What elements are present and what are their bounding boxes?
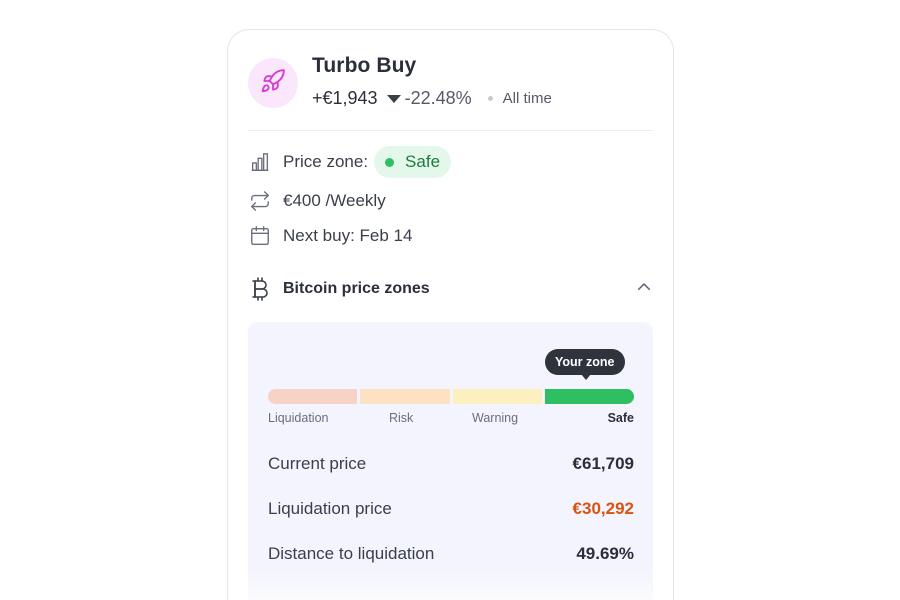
metric-label: Liquidation price — [268, 499, 392, 518]
zone-label-risk: Risk — [389, 411, 414, 425]
metric-value: €61,709 — [572, 454, 634, 473]
recurring-row: €400 /Weekly — [248, 189, 386, 213]
plan-header: Turbo Buy +€1,943 -22.48% All time — [248, 50, 653, 130]
metric-label: Distance to liquidation — [268, 544, 435, 563]
status-dot — [385, 157, 395, 167]
your-zone-tooltip: Your zone — [545, 349, 625, 380]
change-percent: -22.48% — [404, 88, 472, 108]
rocket-icon — [260, 68, 286, 99]
zone-label-warning: Warning — [472, 411, 519, 425]
zone-bar — [268, 389, 634, 404]
chevron-up-icon[interactable] — [635, 278, 653, 301]
next-buy-date: Next buy: Feb 14 — [283, 226, 413, 245]
section-title: Bitcoin price zones — [283, 280, 430, 297]
period-label: All time — [502, 90, 552, 107]
price-zone-label: Price zone: — [283, 152, 369, 171]
price-zones-panel: Your zone Liquidation Risk Warning Safe … — [248, 322, 653, 600]
price-zones-toggle[interactable]: Bitcoin price zones — [248, 276, 653, 302]
plan-stats: +€1,943 -22.48% All time — [312, 88, 552, 109]
turbo-buy-card: Turbo Buy +€1,943 -22.48% All time Price… — [227, 29, 674, 600]
calendar-icon — [248, 224, 272, 248]
zone-labels: Liquidation Risk Warning Safe — [268, 411, 634, 427]
metric-value: 49.69% — [576, 544, 634, 563]
metric-row-liquidation-price: Liquidation price €30,292 — [268, 499, 634, 519]
profit-value: +€1,943 — [312, 88, 378, 108]
price-zone-row: Price zone: Safe — [248, 146, 452, 178]
safe-badge-label: Safe — [405, 152, 441, 171]
zone-label-safe: Safe — [607, 411, 634, 425]
safe-badge: Safe — [374, 146, 452, 178]
metric-label: Current price — [268, 454, 367, 473]
plan-title: Turbo Buy — [312, 54, 417, 77]
header-divider — [248, 130, 653, 131]
repeat-icon — [248, 189, 272, 213]
zone-label-liquidation: Liquidation — [268, 411, 329, 425]
separator-dot — [487, 96, 493, 101]
metric-row-current-price: Current price €61,709 — [268, 454, 634, 474]
recurring-amount: €400 /Weekly — [283, 191, 386, 210]
zone-risk — [360, 389, 450, 404]
bitcoin-icon — [248, 277, 272, 301]
bar-chart-icon — [248, 150, 272, 174]
next-buy-row: Next buy: Feb 14 — [248, 224, 412, 248]
zone-warning — [452, 389, 542, 404]
triangle-down-icon — [386, 94, 401, 103]
plan-avatar — [248, 58, 298, 108]
zone-liquidation — [268, 389, 358, 404]
zone-safe — [544, 389, 634, 404]
metric-value: €30,292 — [572, 499, 634, 518]
metric-row-distance: Distance to liquidation 49.69% — [268, 544, 634, 564]
